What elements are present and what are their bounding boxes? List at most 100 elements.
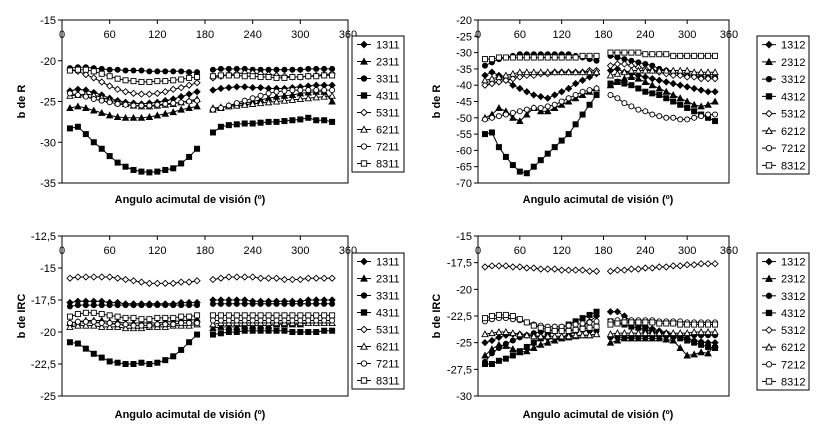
data-point	[233, 273, 241, 281]
data-point	[186, 98, 193, 105]
data-point	[321, 300, 328, 307]
data-point	[684, 116, 691, 123]
data-point	[648, 81, 657, 89]
data-point	[683, 351, 691, 359]
data-point	[233, 317, 240, 324]
data-point	[565, 131, 572, 138]
data-point	[305, 87, 312, 94]
data-point	[550, 332, 559, 340]
data-point	[66, 303, 73, 310]
x-tick-label: 60	[514, 29, 526, 41]
series-4312	[481, 78, 719, 177]
legend-label: 1312	[781, 257, 805, 269]
data-point	[571, 68, 580, 76]
data-point	[544, 326, 551, 333]
legend-marker	[765, 75, 773, 83]
data-point	[233, 300, 240, 307]
data-point	[130, 361, 137, 368]
data-point	[516, 168, 523, 175]
data-point	[281, 312, 288, 319]
data-point	[312, 93, 320, 101]
data-point	[571, 79, 580, 88]
data-point	[509, 337, 516, 344]
data-point	[593, 318, 600, 325]
data-point	[585, 267, 594, 275]
data-point	[634, 66, 643, 74]
data-point	[481, 116, 488, 123]
data-point	[558, 54, 565, 61]
data-point	[90, 96, 97, 103]
y-tick-label: -20	[40, 56, 56, 68]
y-tick-label: -25	[40, 97, 56, 109]
data-point	[154, 314, 161, 321]
data-point	[628, 103, 635, 110]
data-point	[676, 81, 684, 89]
data-point	[114, 302, 121, 309]
data-point	[683, 83, 691, 91]
data-point	[138, 102, 145, 109]
legend-marker	[360, 309, 368, 316]
legend-label: 6212	[781, 342, 805, 354]
x-tick-label: 120	[148, 245, 166, 257]
data-point	[620, 329, 629, 337]
data-point	[635, 106, 642, 113]
data-point	[297, 116, 304, 123]
data-point	[114, 313, 121, 320]
series-6212	[481, 328, 719, 340]
data-point	[113, 113, 122, 120]
data-point	[169, 279, 177, 287]
data-point	[321, 72, 328, 79]
data-point	[105, 111, 114, 119]
data-point	[114, 75, 121, 82]
data-point	[154, 321, 161, 328]
data-point	[154, 68, 161, 75]
x-tick-label: 240	[636, 29, 654, 41]
data-point	[154, 359, 161, 366]
data-point	[648, 75, 656, 83]
x-tick-label: 360	[720, 29, 738, 41]
data-point	[557, 332, 566, 340]
x-tick-label: 0	[475, 245, 481, 257]
data-point	[634, 265, 642, 273]
data-point	[114, 66, 121, 73]
data-point	[146, 302, 153, 309]
data-point	[106, 312, 113, 319]
data-point	[121, 88, 130, 96]
series-line	[212, 84, 333, 91]
data-point	[565, 84, 573, 93]
data-point	[66, 125, 73, 132]
data-point	[249, 73, 256, 80]
data-point	[305, 329, 312, 336]
data-point	[691, 52, 698, 59]
legend-label: 2312	[781, 57, 805, 69]
data-point	[265, 118, 272, 125]
data-point	[669, 336, 677, 344]
legend-marker	[360, 377, 368, 384]
data-point	[670, 52, 677, 59]
data-point	[656, 91, 663, 98]
data-point	[481, 131, 488, 138]
data-point	[209, 320, 217, 328]
data-point	[130, 102, 137, 109]
data-point	[677, 52, 684, 59]
data-point	[98, 65, 105, 72]
data-point	[82, 66, 89, 73]
data-point	[257, 300, 264, 307]
data-point	[572, 326, 579, 333]
data-point	[606, 71, 615, 79]
legend: 1312 2312 3312 4312 5312 6212 7212 8312	[756, 252, 810, 391]
data-point	[495, 78, 503, 86]
data-point	[82, 309, 89, 316]
legend-marker	[360, 57, 368, 65]
data-point	[578, 266, 587, 274]
data-point	[137, 90, 146, 98]
data-point	[516, 348, 523, 355]
data-point	[516, 108, 523, 115]
data-point	[186, 69, 193, 76]
data-point	[305, 114, 312, 121]
data-point	[194, 331, 201, 338]
data-point	[257, 312, 264, 319]
data-point	[178, 313, 185, 320]
x-axis-label: Angulo acimutal de visión (º)	[523, 194, 674, 206]
series-line	[212, 299, 333, 302]
